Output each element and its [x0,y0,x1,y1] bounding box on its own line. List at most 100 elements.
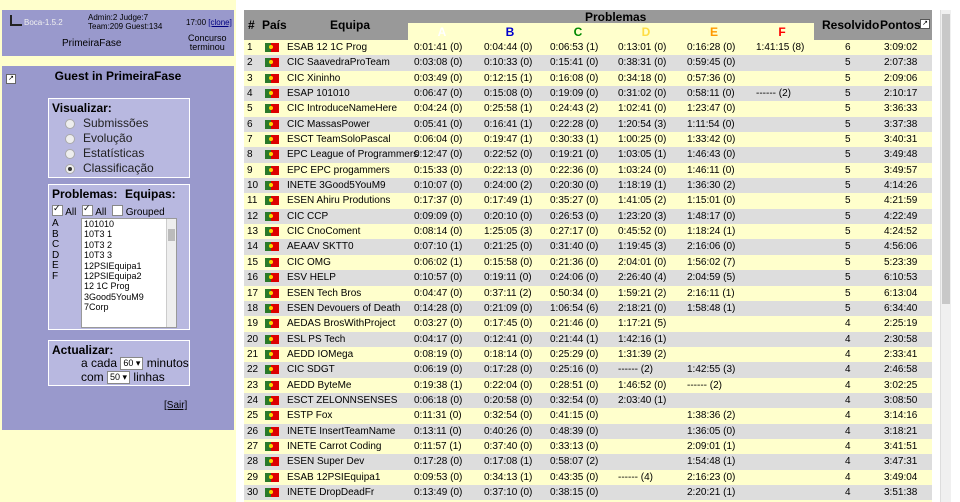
team-list-scrollbar[interactable] [166,219,176,327]
points-cell: 3:47:31 [884,456,918,468]
checkbox-icon[interactable] [112,205,123,216]
problem-cell: 2:09:01 (1) [687,440,736,452]
view-option-label: Estatísticas [83,146,145,160]
problem-cell: 0:35:27 (0) [550,195,599,207]
problem-cell: 0:17:28 (0) [414,456,463,468]
checkbox-checked-icon[interactable] [82,203,93,216]
lines-value: 50 [110,372,121,382]
radio-icon[interactable] [65,119,75,129]
team-option[interactable]: 3Good5YouM9 [84,291,144,302]
minutes-select[interactable]: 60 ▾ [120,357,144,370]
problem-cell: 1:46:52 (0) [618,379,667,391]
points-cell: 3:51:38 [884,486,918,498]
clone-link[interactable]: [clone] [208,18,232,27]
problem-letter-f: F [778,25,786,39]
team-option[interactable]: 10T3 2 [84,239,113,250]
problem-cell: 0:20:10 (0) [484,210,533,222]
portugal-flag-icon [265,349,279,359]
all-teams-checkbox[interactable]: All [82,203,107,218]
problem-cell: 0:16:28 (0) [687,42,736,53]
rank-cell: 9 [247,164,253,176]
user-counts: Admin:2 Judge:7 Team:209 Guest:134 [88,13,162,31]
team-cell: ESEN Devouers of Death [287,302,401,314]
problem-letter[interactable]: C [52,239,60,250]
scroll-thumb[interactable] [942,14,950,304]
problem-cell: 0:37:10 (0) [484,486,533,498]
expand-icon[interactable]: ↗ [920,19,930,29]
problem-cell: 0:06:18 (0) [414,394,463,406]
update-interval-row: a cada 60 ▾ minutos [81,356,189,370]
team-cell: CIC Xininho [287,72,341,84]
team-option[interactable]: 10T3 1 [84,229,113,240]
problem-cell: ------ (4) [618,471,653,483]
problem-cell: 0:38:15 (0) [550,486,599,498]
problem-cell: 0:04:17 (0) [414,333,463,345]
rank-cell: 10 [247,180,259,192]
scroll-thumb[interactable] [168,229,175,241]
problem-cell: 0:12:41 (0) [484,333,533,345]
team-option[interactable]: 10T3 3 [84,250,113,261]
view-option-evolution[interactable]: Evolução [65,131,132,145]
col-team: Equipa [330,18,371,32]
checkbox-checked-icon[interactable] [52,203,63,216]
team-option[interactable]: 12PSIEquipa1 [84,260,142,271]
all-label: All [95,207,107,218]
solved-cell: 4 [845,425,851,437]
problem-cell: ------ (2) [618,364,653,376]
solved-cell: 4 [845,456,851,468]
solved-cell: 5 [845,272,851,284]
problem-letter[interactable]: E [52,260,59,271]
problem-cell: 0:41:15 (0) [550,410,599,422]
app-logo: Boca-1.5.2 [10,15,63,27]
problem-letter[interactable]: B [52,228,59,240]
problem-cell: 1:42:55 (3) [687,364,736,376]
problem-cell: 1:23:47 (0) [687,103,736,115]
portugal-flag-icon [265,58,279,68]
table-row: 6 CIC MassasPower 0:05:41 (0) 0:16:41 (1) 0:… [244,116,932,133]
problem-cell: 0:17:45 (0) [484,318,533,330]
problem-cell: 2:26:40 (4) [618,272,667,284]
team-option[interactable]: 12PSIEquipa2 [84,271,142,282]
view-option-statistics[interactable]: Estatísticas [65,146,145,160]
team-option[interactable]: 7Corp [84,302,109,313]
team-cell: ESTP Fox [287,410,333,422]
portugal-flag-icon [265,334,279,344]
page-scrollbar[interactable] [940,10,951,502]
radio-selected-icon[interactable] [65,164,75,174]
all-problems-checkbox[interactable]: All [52,203,76,218]
grouped-checkbox[interactable]: Grouped [112,205,165,218]
problem-cell: 0:15:41 (0) [550,57,599,69]
problem-cell: 1:15:01 (0) [687,195,736,207]
radio-icon[interactable] [65,134,75,144]
team-select-list[interactable]: 101010 10T3 1 10T3 2 10T3 3 12PSIEquipa1… [81,218,177,328]
table-row: 9 EPC EPC progammers 0:15:33 (0) 0:22:13 (0… [244,163,932,178]
rank-cell: 26 [247,425,259,437]
problem-cell: 2:16:06 (0) [687,241,736,253]
problem-cell: 0:21:25 (0) [484,241,533,253]
table-row: 28 ESEN Super Dev 0:17:28 (0) 0:17:08 (1) 0:… [244,454,932,470]
team-cell: ESEN Super Dev [287,456,365,468]
solved-cell: 5 [845,118,851,130]
expand-icon[interactable]: ↗ [6,74,16,84]
view-option-submissions[interactable]: Submissões [65,116,148,130]
radio-icon[interactable] [65,149,75,159]
problem-cell: ------ (2) [687,379,722,391]
team-option[interactable]: 12 1C Prog [84,281,130,292]
problem-cell: 0:17:37 (0) [414,195,463,207]
problem-letter[interactable]: D [52,249,60,261]
view-option-ranking[interactable]: Classificação [65,161,154,175]
rank-cell: 6 [247,118,253,130]
rank-cell: 1 [247,42,253,53]
table-row: 23 AEDD ByteMe 0:19:38 (1) 0:22:04 (0) 0:28:… [244,378,932,393]
problem-cell: 0:03:49 (0) [414,72,463,84]
problem-letter[interactable]: F [52,270,59,282]
problem-letter[interactable]: A [52,218,59,229]
solved-cell: 4 [845,318,851,330]
logout-link[interactable]: [Sair] [164,400,188,411]
rank-cell: 16 [247,272,259,284]
team-option[interactable]: 101010 [84,219,115,229]
points-cell: 4:14:26 [884,180,918,192]
lines-select[interactable]: 50 ▾ [107,371,131,384]
portugal-flag-icon [265,119,279,129]
problem-letter-list[interactable]: A B C D E F [52,218,60,282]
